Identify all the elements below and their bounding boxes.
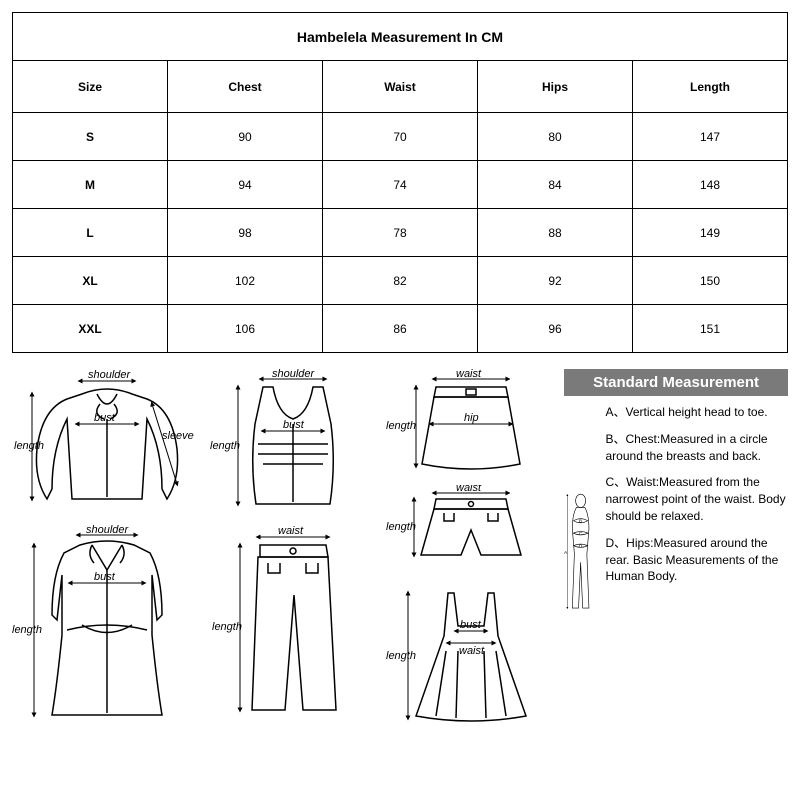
svg-text:bust: bust bbox=[283, 419, 305, 431]
svg-text:waist: waist bbox=[459, 645, 485, 657]
coat-diagram: shoulder bust length bbox=[12, 525, 202, 725]
svg-text:length: length bbox=[386, 420, 416, 432]
measurement-table: Hambelela Measurement In CM Size Chest W… bbox=[12, 12, 788, 353]
standard-text: A、Vertical height head to toe. B、Chest:M… bbox=[606, 404, 789, 704]
svg-text:length: length bbox=[386, 521, 416, 533]
table-row: M947484148 bbox=[13, 161, 788, 209]
svg-text:length: length bbox=[386, 650, 416, 662]
svg-text:B: B bbox=[579, 518, 582, 523]
label-sleeve: sleeve bbox=[162, 430, 194, 442]
blouse-diagram: shoulder bust sleeve length bbox=[12, 369, 202, 519]
col-waist: Waist bbox=[323, 61, 478, 113]
svg-text:length: length bbox=[210, 440, 240, 452]
shorts-diagram: waist length bbox=[386, 485, 558, 575]
svg-text:shoulder: shoulder bbox=[86, 525, 130, 536]
svg-text:length: length bbox=[212, 621, 242, 633]
standard-title: Standard Measurement bbox=[564, 369, 788, 396]
body-figure-icon: B C D A bbox=[564, 404, 597, 704]
svg-text:bust: bust bbox=[94, 571, 116, 583]
svg-text:waist: waist bbox=[278, 525, 304, 537]
pants-diagram: waist length bbox=[208, 525, 380, 725]
label-bust: bust bbox=[94, 412, 116, 424]
table-title: Hambelela Measurement In CM bbox=[13, 13, 788, 61]
col-hips: Hips bbox=[478, 61, 633, 113]
table-row: XXL1068696151 bbox=[13, 305, 788, 353]
col-length: Length bbox=[633, 61, 788, 113]
table-row: L987888149 bbox=[13, 209, 788, 257]
label-shoulder: shoulder bbox=[88, 369, 132, 381]
skirt-diagram: waist hip length bbox=[386, 369, 558, 479]
svg-text:length: length bbox=[12, 624, 42, 636]
diagram-section: shoulder bust sleeve length bbox=[12, 369, 788, 731]
tank-diagram: shoulder bust length bbox=[208, 369, 380, 519]
svg-text:shoulder: shoulder bbox=[272, 369, 316, 380]
table-row: XL1028292150 bbox=[13, 257, 788, 305]
svg-text:bust: bust bbox=[460, 619, 482, 631]
table-row: S907080147 bbox=[13, 113, 788, 161]
col-chest: Chest bbox=[168, 61, 323, 113]
table-header-row: Size Chest Waist Hips Length bbox=[13, 61, 788, 113]
col-size: Size bbox=[13, 61, 168, 113]
svg-text:hip: hip bbox=[464, 412, 479, 424]
svg-text:waist: waist bbox=[456, 485, 482, 494]
label-length: length bbox=[14, 440, 44, 452]
standard-measurement: Standard Measurement B C D A A、Vertical … bbox=[564, 369, 788, 731]
svg-text:waist: waist bbox=[456, 369, 482, 380]
dress-diagram: bust waist length bbox=[386, 581, 558, 731]
